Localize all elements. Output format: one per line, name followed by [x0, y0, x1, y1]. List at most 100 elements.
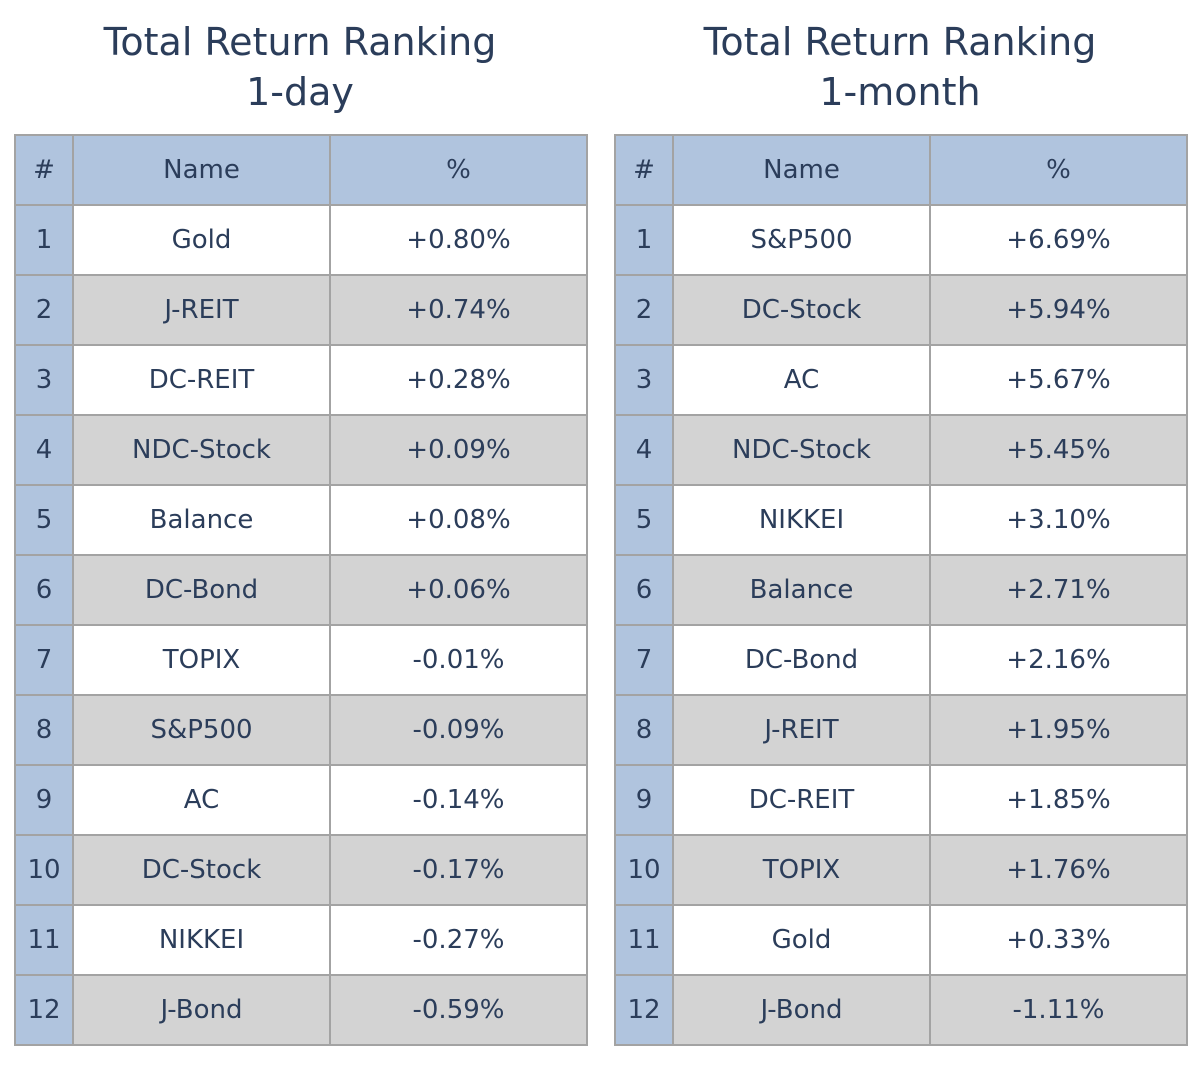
name-cell: Gold — [672, 904, 931, 976]
name-cell: DC-Bond — [672, 624, 931, 696]
rank-cell: 5 — [14, 484, 74, 556]
name-cell: NDC-Stock — [672, 414, 931, 486]
name-cell: NDC-Stock — [72, 414, 331, 486]
name-cell: DC-Stock — [72, 834, 331, 906]
column-header-percent: % — [329, 134, 588, 206]
percent-cell: -0.27% — [329, 904, 588, 976]
table-row: 4 NDC-Stock +5.45% — [614, 414, 1188, 486]
name-cell: Balance — [72, 484, 331, 556]
name-cell: DC-Stock — [672, 274, 931, 346]
percent-cell: -0.01% — [329, 624, 588, 696]
table-row: 1 Gold +0.80% — [14, 204, 588, 276]
name-cell: TOPIX — [672, 834, 931, 906]
percent-cell: +3.10% — [929, 484, 1188, 556]
name-cell: J-REIT — [72, 274, 331, 346]
percent-cell: +5.45% — [929, 414, 1188, 486]
name-cell: J-Bond — [672, 974, 931, 1046]
percent-cell: +0.74% — [329, 274, 588, 346]
table-row: 1 S&P500 +6.69% — [614, 204, 1188, 276]
table-row: 6 Balance +2.71% — [614, 554, 1188, 626]
rank-cell: 3 — [14, 344, 74, 416]
column-header-rank: # — [614, 134, 674, 206]
table-row: 5 NIKKEI +3.10% — [614, 484, 1188, 556]
rank-cell: 1 — [14, 204, 74, 276]
percent-cell: +2.16% — [929, 624, 1188, 696]
name-cell: NIKKEI — [72, 904, 331, 976]
percent-cell: +5.67% — [929, 344, 1188, 416]
rank-cell: 1 — [614, 204, 674, 276]
percent-cell: +6.69% — [929, 204, 1188, 276]
percent-cell: +0.06% — [329, 554, 588, 626]
table-row: 4 NDC-Stock +0.09% — [14, 414, 588, 486]
rank-cell: 4 — [14, 414, 74, 486]
panel-title-line-2: 1-month — [819, 70, 981, 114]
table-row: 10 DC-Stock -0.17% — [14, 834, 588, 906]
percent-cell: +0.09% — [329, 414, 588, 486]
name-cell: AC — [72, 764, 331, 836]
rank-cell: 11 — [14, 904, 74, 976]
rank-cell: 9 — [614, 764, 674, 836]
percent-cell: +1.85% — [929, 764, 1188, 836]
rank-cell: 10 — [614, 834, 674, 906]
panel-title: Total Return Ranking 1-day — [14, 0, 586, 134]
name-cell: DC-Bond — [72, 554, 331, 626]
table-row: 2 J-REIT +0.74% — [14, 274, 588, 346]
table-row: 11 NIKKEI -0.27% — [14, 904, 588, 976]
rank-cell: 7 — [14, 624, 74, 696]
name-cell: DC-REIT — [72, 344, 331, 416]
table-row: 12 J-Bond -0.59% — [14, 974, 588, 1046]
ranking-table-1-day: # Name % 1 Gold +0.80% 2 J-REIT +0.74% 3 DC-REI… — [14, 134, 588, 1046]
rank-cell: 6 — [14, 554, 74, 626]
name-cell: Balance — [672, 554, 931, 626]
rank-cell: 10 — [14, 834, 74, 906]
percent-cell: -0.59% — [329, 974, 588, 1046]
percent-cell: +1.95% — [929, 694, 1188, 766]
name-cell: AC — [672, 344, 931, 416]
table-row: 7 DC-Bond +2.16% — [614, 624, 1188, 696]
percent-cell: -0.14% — [329, 764, 588, 836]
percent-cell: +0.28% — [329, 344, 588, 416]
percent-cell: +5.94% — [929, 274, 1188, 346]
rank-cell: 8 — [614, 694, 674, 766]
percent-cell: +0.33% — [929, 904, 1188, 976]
panel-title-line-1: Total Return Ranking — [103, 20, 497, 64]
rank-cell: 12 — [14, 974, 74, 1046]
rank-cell: 2 — [14, 274, 74, 346]
table-row: 12 J-Bond -1.11% — [614, 974, 1188, 1046]
table-row: 3 AC +5.67% — [614, 344, 1188, 416]
name-cell: S&P500 — [672, 204, 931, 276]
table-row: 8 J-REIT +1.95% — [614, 694, 1188, 766]
table-row: 11 Gold +0.33% — [614, 904, 1188, 976]
percent-cell: +1.76% — [929, 834, 1188, 906]
table-row: 8 S&P500 -0.09% — [14, 694, 588, 766]
table-row: 2 DC-Stock +5.94% — [614, 274, 1188, 346]
percent-cell: -0.09% — [329, 694, 588, 766]
table-header-row: # Name % — [614, 134, 1188, 206]
table-header-row: # Name % — [14, 134, 588, 206]
panel-title-line-1: Total Return Ranking — [703, 20, 1097, 64]
table-row: 9 DC-REIT +1.85% — [614, 764, 1188, 836]
column-header-percent: % — [929, 134, 1188, 206]
panel-title: Total Return Ranking 1-month — [614, 0, 1186, 134]
table-row: 3 DC-REIT +0.28% — [14, 344, 588, 416]
name-cell: Gold — [72, 204, 331, 276]
percent-cell: -1.11% — [929, 974, 1188, 1046]
name-cell: DC-REIT — [672, 764, 931, 836]
name-cell: J-REIT — [672, 694, 931, 766]
rank-cell: 11 — [614, 904, 674, 976]
panel-title-line-2: 1-day — [246, 70, 354, 114]
ranking-panel-1-day: Total Return Ranking 1-day # Name % 1 Gol… — [14, 0, 588, 1046]
rank-cell: 5 — [614, 484, 674, 556]
rank-cell: 8 — [14, 694, 74, 766]
rank-cell: 7 — [614, 624, 674, 696]
name-cell: NIKKEI — [672, 484, 931, 556]
rank-cell: 3 — [614, 344, 674, 416]
rank-cell: 6 — [614, 554, 674, 626]
ranking-table-1-month: # Name % 1 S&P500 +6.69% 2 DC-Stock +5.94% 3 AC… — [614, 134, 1188, 1046]
name-cell: J-Bond — [72, 974, 331, 1046]
name-cell: TOPIX — [72, 624, 331, 696]
table-row: 7 TOPIX -0.01% — [14, 624, 588, 696]
column-header-name: Name — [672, 134, 931, 206]
rank-cell: 4 — [614, 414, 674, 486]
